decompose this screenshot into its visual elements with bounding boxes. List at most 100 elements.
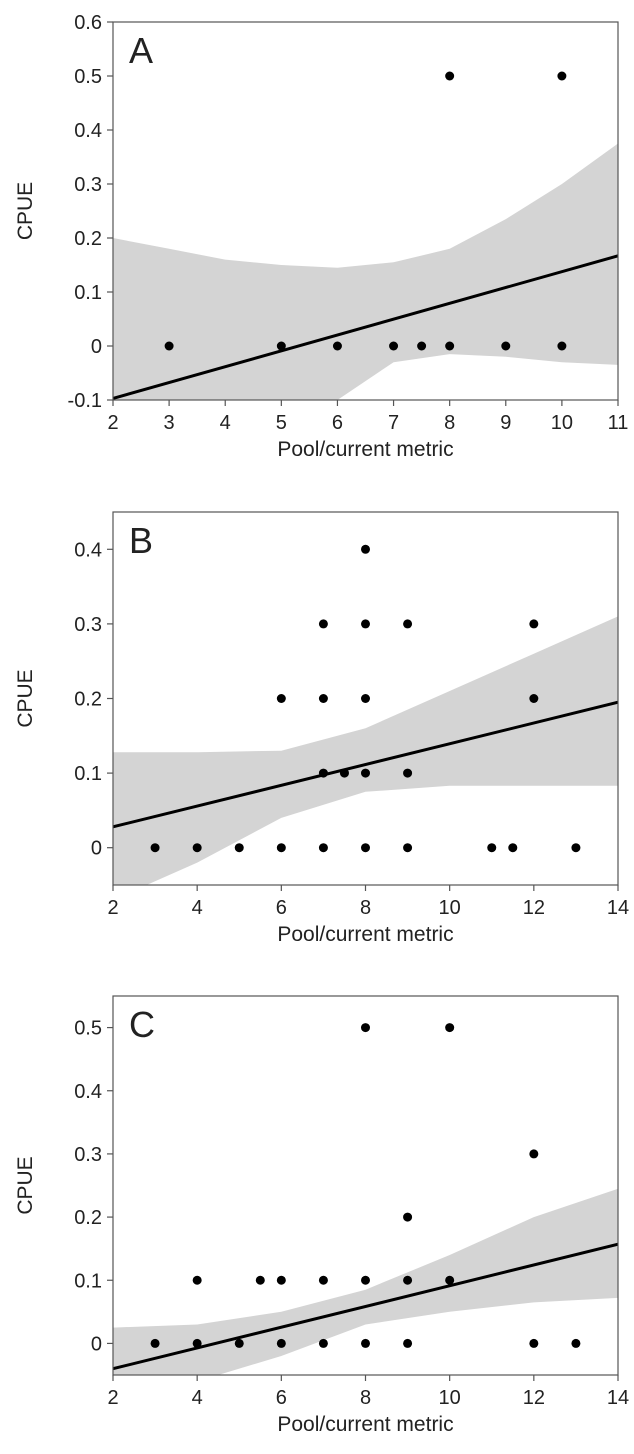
x-tick-label: 6 [332, 412, 343, 434]
y-tick-label: 0.2 [74, 689, 102, 711]
panel-a: -0.1 0 0.1 0.2 0.3 0.4 0.5 0.6 2 3 4 5 6 7 8 9 10 11 Pool/… [14, 12, 629, 461]
y-tick-label: 0.1 [74, 1270, 102, 1292]
x-tick-label: 12 [523, 1387, 545, 1409]
data-point [445, 1275, 455, 1285]
data-point [571, 843, 581, 853]
x-tick-label: 7 [388, 412, 399, 434]
data-point [403, 768, 413, 778]
y-tick-label: 0.3 [74, 1144, 102, 1166]
y-tick-label: 0.1 [74, 282, 102, 304]
data-point [164, 341, 174, 351]
data-point [318, 843, 328, 853]
y-axis-title: CPUE [14, 1156, 37, 1214]
data-point [192, 1275, 202, 1285]
y-tick-label: 0.3 [74, 614, 102, 636]
data-point [445, 341, 455, 351]
x-tick-label: 2 [107, 897, 118, 919]
x-tick-label: 10 [439, 897, 461, 919]
y-tick-label: 0.2 [74, 228, 102, 250]
data-point [403, 619, 413, 629]
data-point [361, 768, 370, 778]
x-tick-label: 14 [607, 897, 629, 919]
panel-c: 0 0.1 0.2 0.3 0.4 0.5 2 4 6 8 10 12 14 Pool/current m… [14, 995, 629, 1436]
x-tick-label: 5 [276, 412, 287, 434]
y-tick-label: 0 [91, 336, 102, 358]
data-point [445, 71, 455, 81]
plot-frame [112, 21, 619, 401]
data-point [318, 1338, 328, 1348]
data-point [445, 1023, 455, 1033]
data-point [361, 694, 370, 703]
y-axis-title: CPUE [14, 669, 37, 727]
x-tick-label: 3 [164, 412, 175, 434]
data-point [361, 843, 370, 853]
data-point [339, 768, 349, 778]
data-point [557, 341, 567, 351]
data-point [318, 619, 328, 629]
y-axis-title: CPUE [14, 182, 37, 240]
panel-letter: A [129, 30, 153, 71]
data-point [150, 843, 160, 853]
data-point [361, 619, 370, 629]
x-axis-title: Pool/current metric [277, 923, 453, 946]
x-tick-label: 10 [439, 1387, 461, 1409]
data-point [529, 694, 539, 703]
data-point [234, 843, 244, 853]
data-point [403, 1212, 413, 1222]
y-tick-label: 0.4 [74, 120, 102, 142]
confidence-band [113, 143, 618, 400]
data-point [361, 1338, 370, 1348]
x-tick-label: 2 [107, 412, 118, 434]
data-point [318, 694, 328, 703]
x-tick-label: 14 [607, 1387, 629, 1409]
data-point [318, 1275, 328, 1285]
y-tick-label: 0.4 [74, 539, 102, 561]
x-tick-label: 2 [107, 1387, 118, 1409]
y-tick-label: 0 [91, 838, 102, 860]
data-point [192, 1338, 202, 1348]
x-tick-label: 4 [192, 897, 203, 919]
data-point [255, 1275, 265, 1285]
confidence-band [113, 1188, 618, 1375]
data-point [276, 694, 286, 703]
data-point [150, 1338, 160, 1348]
data-point [508, 843, 518, 853]
data-point [361, 1275, 370, 1285]
data-point [529, 619, 539, 629]
data-point [276, 341, 286, 351]
data-point [529, 1149, 539, 1159]
x-tick-label: 8 [360, 1387, 371, 1409]
data-point [234, 1338, 244, 1348]
fit-line [113, 1242, 618, 1371]
fit-line [113, 700, 618, 829]
y-tick-label: 0.1 [74, 763, 102, 785]
y-tick-label: 0.5 [74, 1018, 102, 1040]
data-point [403, 843, 413, 853]
panel-letter: B [129, 520, 153, 561]
data-point [571, 1338, 581, 1348]
x-tick-label: 9 [500, 412, 511, 434]
data-point [557, 71, 567, 81]
y-tick-label: 0.4 [74, 1081, 102, 1103]
data-point [276, 1338, 286, 1348]
y-tick-label: 0.2 [74, 1207, 102, 1229]
x-tick-label: 11 [608, 412, 629, 434]
data-point [192, 843, 202, 853]
data-point [403, 1275, 413, 1285]
x-tick-label: 4 [192, 1387, 203, 1409]
y-tick-label: 0.6 [74, 12, 102, 34]
y-tick-label: 0.5 [74, 66, 102, 88]
confidence-band [113, 616, 618, 885]
panel-letter: C [129, 1004, 155, 1045]
y-tick-label: 0 [91, 1333, 102, 1355]
panel-b: 0 0.1 0.2 0.3 0.4 2 4 6 8 10 12 14 Pool/current metr… [14, 511, 629, 946]
data-point [501, 341, 511, 351]
data-point [276, 1275, 286, 1285]
data-point [529, 1338, 539, 1348]
data-point [332, 341, 342, 351]
x-axis-title: Pool/current metric [277, 438, 453, 461]
data-point [361, 544, 370, 554]
fit-line [113, 254, 618, 400]
data-point [361, 1023, 370, 1033]
